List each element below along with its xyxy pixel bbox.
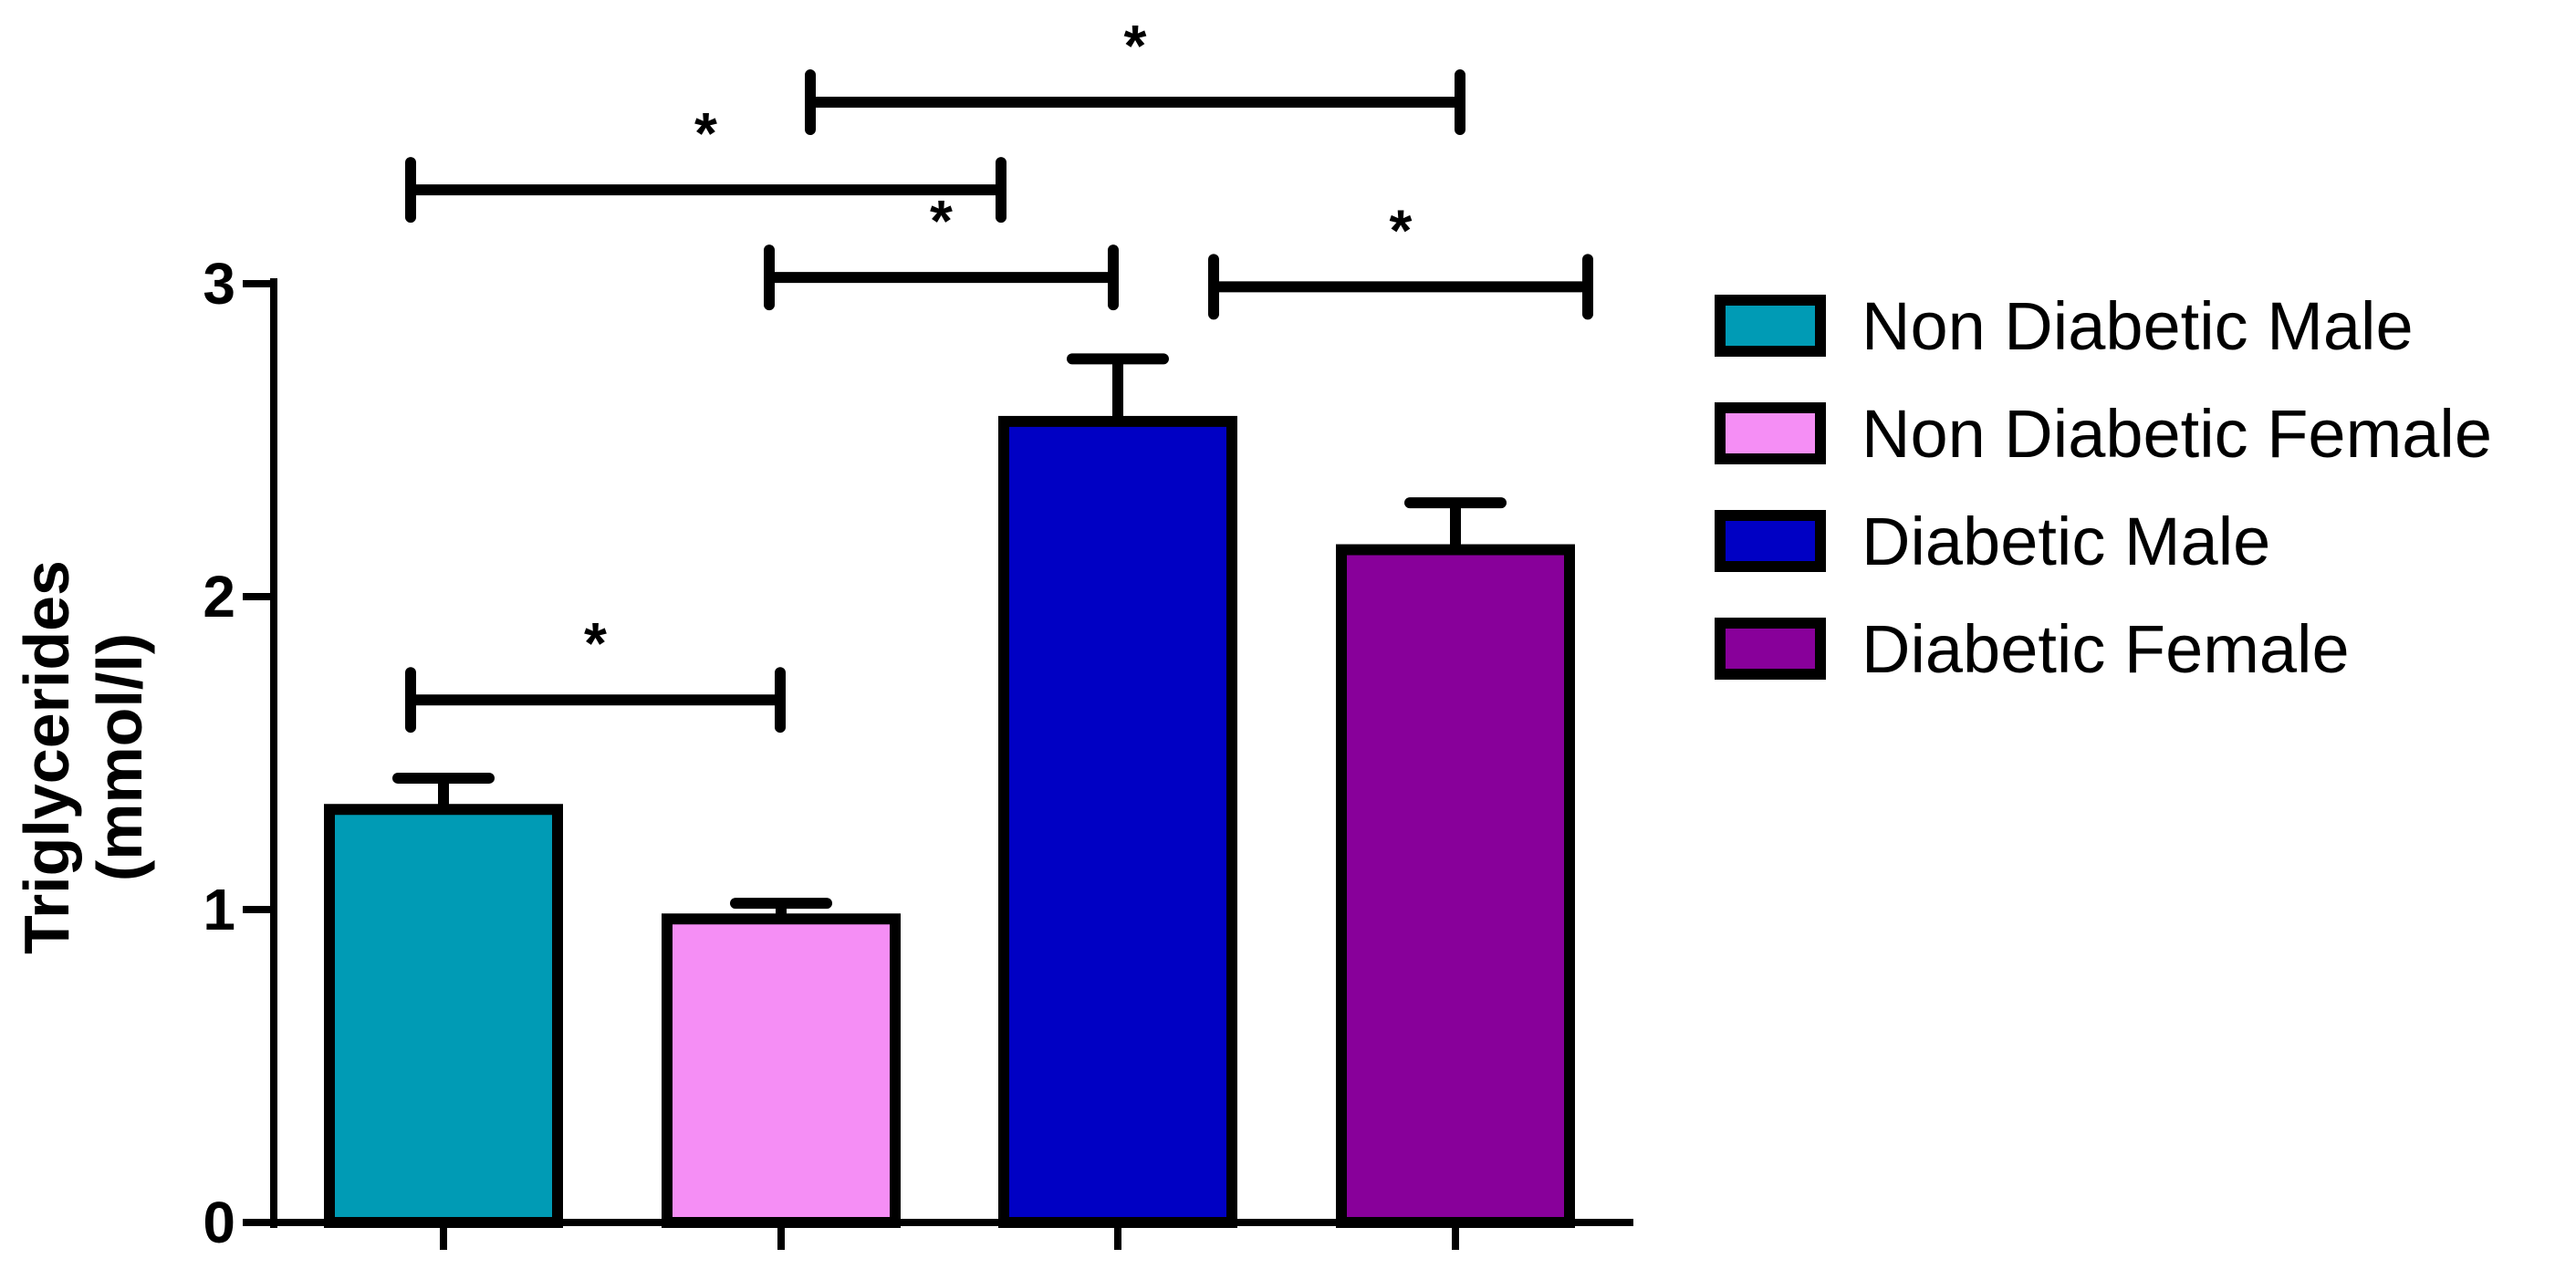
significance-star: * [584,610,607,676]
bar [662,913,901,1228]
bars [324,415,1575,1229]
legend-swatch [1715,295,1826,357]
legend-label: Non Diabetic Male [1862,288,2414,364]
legend: Non Diabetic Male Non Diabetic Female Diab… [1715,288,2492,687]
significance-star: * [1124,13,1147,78]
y-axis-title-line1: Triglycerides [11,560,82,954]
y-tick-label: 3 [203,251,235,317]
significance-star: * [930,188,953,254]
legend-swatch [1715,402,1826,464]
legend-label: Diabetic Male [1862,504,2270,579]
error-bars [392,353,1507,920]
y-axis-title-line2: (mmol/l) [84,633,155,881]
legend-swatch [1715,510,1826,572]
bar [1336,544,1575,1228]
legend-label: Diabetic Female [1862,611,2350,687]
legend-label: Non Diabetic Female [1862,396,2492,472]
significance-star: * [694,100,717,166]
y-tick-label: 2 [203,564,235,629]
bar [998,415,1237,1229]
significance-star: * [1390,197,1413,263]
significance-brackets: * * * * * [405,13,1593,733]
y-tick-label: 0 [203,1190,235,1255]
legend-swatch [1715,618,1826,680]
y-axis: 0 1 2 3 [203,251,277,1255]
y-tick-label: 1 [203,877,235,942]
bar [324,804,563,1228]
